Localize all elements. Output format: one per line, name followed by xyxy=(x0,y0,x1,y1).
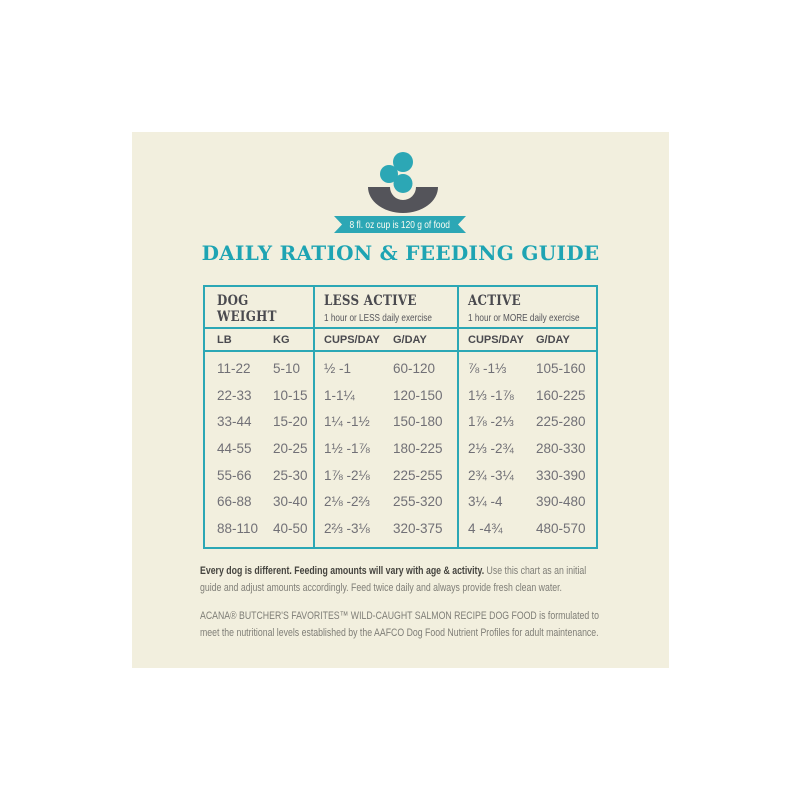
column-group-less-active: LESS ACTIVE 1 hour or LESS daily exercis… xyxy=(313,287,457,547)
table-cell: 150-180 xyxy=(393,414,443,430)
table-cell: 30-40 xyxy=(273,494,308,510)
column-header-cups-day: CUPS/DAY xyxy=(468,333,524,346)
table-cell: 11-22 xyxy=(217,360,251,376)
group-title: DOG WEIGHT xyxy=(217,293,277,325)
aafco-statement: ACANA® BUTCHER'S FAVORITES™ WILD-CAUGHT … xyxy=(200,610,599,639)
table-cell: 40-50 xyxy=(273,521,308,537)
cup-measure-ribbon: 8 fl. oz cup is 120 g of food xyxy=(334,216,466,233)
table-row: 66-88 30-40 xyxy=(205,489,313,516)
page-title: DAILY RATION & FEEDING GUIDE xyxy=(201,241,600,265)
table-cell: 20-25 xyxy=(273,441,308,457)
table-cell: 105-160 xyxy=(536,360,586,376)
table-cell: 180-225 xyxy=(393,441,443,457)
table-cell: 66-88 xyxy=(217,494,252,510)
table-cell: 2⅛ -2⅔ xyxy=(324,494,370,510)
table-cell: 10-15 xyxy=(273,387,308,403)
subheader-row: CUPS/DAY G/DAY xyxy=(459,329,596,352)
table-cell: ½ -1 xyxy=(324,360,352,376)
table-cell: 1⅓ -1⅞ xyxy=(468,387,514,403)
table-cell: 2¾ -3¼ xyxy=(468,467,514,483)
column-header-g-day: G/DAY xyxy=(536,333,570,346)
table-cell: 15-20 xyxy=(273,414,308,430)
feeding-note-rest: Use this chart as an initial guide and a… xyxy=(200,565,587,594)
subheader-row: LB KG xyxy=(205,329,313,352)
table-row: 11-22 5-10 xyxy=(205,355,313,382)
table-row: 2⅓ -2¾ 280-330 xyxy=(459,435,596,462)
table-cell: 22-33 xyxy=(217,387,252,403)
table-cell: 390-480 xyxy=(536,494,586,510)
table-cell: 225-255 xyxy=(393,467,443,483)
table-cell: 60-120 xyxy=(393,360,436,376)
group-body: ½ -1 60-120 1-1¼ 120-150 1¼ -1½ 150-180 … xyxy=(315,352,457,547)
table-row: 55-66 25-30 xyxy=(205,462,313,489)
group-header-active: ACTIVE 1 hour or MORE daily exercise xyxy=(459,287,596,329)
table-cell: 2⅓ -2¾ xyxy=(468,441,514,457)
table-cell: 33-44 xyxy=(217,414,252,430)
table-cell: 225-280 xyxy=(536,414,586,430)
table-cell: 280-330 xyxy=(536,441,586,457)
table-row: 1⅞ -2⅛ 225-255 xyxy=(315,462,457,489)
table-row: 88-110 40-50 xyxy=(205,515,313,542)
table-cell: 1⅞ -2⅛ xyxy=(324,467,370,483)
table-row: 1⅓ -1⅞ 160-225 xyxy=(459,382,596,409)
table-row: 22-33 10-15 xyxy=(205,382,313,409)
kibble-bowl-icon xyxy=(368,152,438,213)
table-row: 2¾ -3¼ 330-390 xyxy=(459,462,596,489)
group-title: LESS ACTIVE xyxy=(324,293,417,309)
group-subtitle: 1 hour or MORE daily exercise xyxy=(468,311,580,324)
group-body: 11-22 5-10 22-33 10-15 33-44 15-20 44-55… xyxy=(205,352,313,547)
table-row: 4 -4¾ 480-570 xyxy=(459,515,596,542)
table-cell: 480-570 xyxy=(536,521,586,537)
table-cell: 55-66 xyxy=(217,467,252,483)
feeding-table: DOG WEIGHT LB KG 11-22 5-10 22-33 10-15 … xyxy=(203,285,598,549)
table-cell: 320-375 xyxy=(393,521,443,537)
column-header-g-day: G/DAY xyxy=(393,333,427,346)
table-cell: 1½ -1⅞ xyxy=(324,441,370,457)
table-cell: 5-10 xyxy=(273,360,301,376)
table-cell: 330-390 xyxy=(536,467,586,483)
column-group-dog-weight: DOG WEIGHT LB KG 11-22 5-10 22-33 10-15 … xyxy=(205,287,313,547)
table-cell: 25-30 xyxy=(273,467,308,483)
table-cell: 44-55 xyxy=(217,441,252,457)
table-cell: 1⅞ -2⅓ xyxy=(468,414,514,430)
cup-measure-text: 8 fl. oz cup is 120 g of food xyxy=(349,218,451,231)
table-cell: 160-225 xyxy=(536,387,586,403)
table-row: 1¼ -1½ 150-180 xyxy=(315,408,457,435)
column-header-kg: KG xyxy=(273,333,290,346)
column-group-active: ACTIVE 1 hour or MORE daily exercise CUP… xyxy=(457,287,596,547)
table-cell: 120-150 xyxy=(393,387,443,403)
table-row: ½ -1 60-120 xyxy=(315,355,457,382)
footer-notes: Every dog is different. Feeding amounts … xyxy=(200,563,609,642)
table-cell: 4 -4¾ xyxy=(468,521,503,537)
table-row: 2⅛ -2⅔ 255-320 xyxy=(315,489,457,516)
feeding-note: Every dog is different. Feeding amounts … xyxy=(200,563,609,597)
column-header-cups-day: CUPS/DAY xyxy=(324,333,380,346)
subheader-row: CUPS/DAY G/DAY xyxy=(315,329,457,352)
table-row: 33-44 15-20 xyxy=(205,408,313,435)
group-header-less-active: LESS ACTIVE 1 hour or LESS daily exercis… xyxy=(315,287,457,329)
column-header-lb: LB xyxy=(217,333,232,346)
table-cell: 1-1¼ xyxy=(324,387,355,403)
table-cell: ⅞ -1⅓ xyxy=(468,360,507,376)
table-row: 3¼ -4 390-480 xyxy=(459,489,596,516)
table-row: ⅞ -1⅓ 105-160 xyxy=(459,355,596,382)
table-cell: 1¼ -1½ xyxy=(324,414,370,430)
table-cell: 2⅔ -3⅛ xyxy=(324,521,370,537)
table-row: 1⅞ -2⅓ 225-280 xyxy=(459,408,596,435)
table-cell: 255-320 xyxy=(393,494,443,510)
table-row: 1-1¼ 120-150 xyxy=(315,382,457,409)
group-title: ACTIVE xyxy=(468,293,521,309)
table-cell: 88-110 xyxy=(217,521,259,537)
group-body: ⅞ -1⅓ 105-160 1⅓ -1⅞ 160-225 1⅞ -2⅓ 225-… xyxy=(459,352,596,547)
group-header-dog-weight: DOG WEIGHT xyxy=(205,287,313,329)
feeding-guide-card: 8 fl. oz cup is 120 g of food DAILY RATI… xyxy=(132,132,669,668)
table-row: 44-55 20-25 xyxy=(205,435,313,462)
group-subtitle: 1 hour or LESS daily exercise xyxy=(324,311,432,324)
feeding-note-bold: Every dog is different. Feeding amounts … xyxy=(200,565,485,577)
table-row: 2⅔ -3⅛ 320-375 xyxy=(315,515,457,542)
table-row: 1½ -1⅞ 180-225 xyxy=(315,435,457,462)
table-cell: 3¼ -4 xyxy=(468,494,503,510)
